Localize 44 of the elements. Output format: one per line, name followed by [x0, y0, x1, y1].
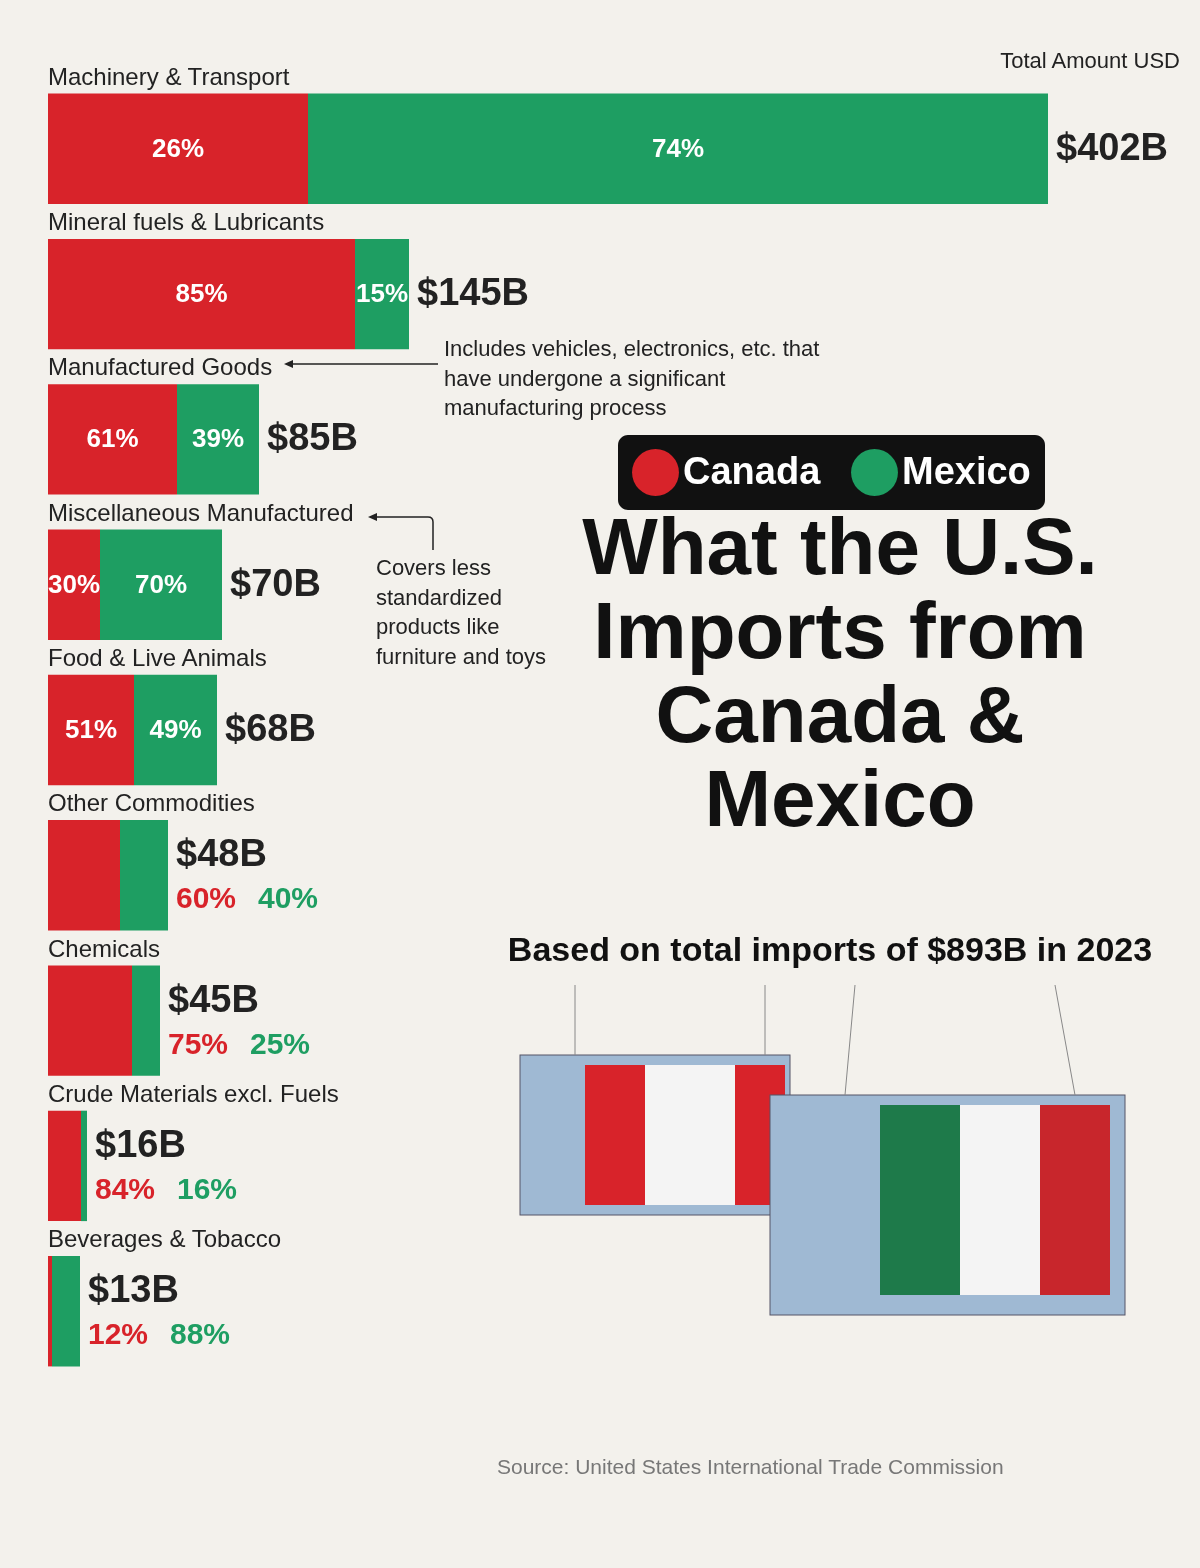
- annotation: Covers less standardized products like furniture and toys: [376, 554, 547, 672]
- y-tick-label: Mineral fuels & Lubricants: [48, 208, 325, 236]
- annotation: $48B: [176, 832, 267, 875]
- annotation: 85%: [175, 278, 228, 309]
- text: What the U.S. Imports from Canada & Mexico: [582, 502, 1098, 843]
- annotation: 39%: [191, 423, 245, 454]
- text: Based on total imports of $893B in 2023: [506, 930, 1154, 969]
- annotation: $85B: [267, 416, 358, 459]
- annotation: $13B: [88, 1268, 179, 1311]
- y-tick-label: Chemicals: [48, 934, 161, 962]
- y-tick-label: Machinery & Transport: [48, 62, 290, 90]
- annotation: 49%: [149, 714, 202, 744]
- annotation: 60%: [176, 881, 237, 915]
- y-tick-label: Manufactured Goods: [48, 353, 273, 381]
- annotation: 16%: [177, 1171, 238, 1205]
- y-tick-label: Beverages & Tobacco: [48, 1225, 282, 1253]
- annotation: 40%: [258, 881, 319, 915]
- text: 12%: [88, 1317, 149, 1351]
- annotation: Includes vehicles, electronics, etc. that have undergone a significant manufacturing process: [444, 335, 821, 423]
- annotation: 75%: [168, 1026, 229, 1060]
- annotation: $70B: [230, 561, 321, 604]
- y-tick-label: Other Commodities: [48, 789, 255, 817]
- text: 88%: [170, 1317, 231, 1351]
- annotation: $68B: [225, 707, 316, 749]
- annotation: 84%: [95, 1171, 156, 1205]
- annotation: $45B: [168, 977, 259, 1020]
- legend-label: Canada: [683, 449, 822, 492]
- annotation: 30%: [47, 568, 101, 599]
- source-note: Source: United States International Trade Commission: [497, 1454, 1005, 1480]
- y-tick-label: Crude Materials excl. Fuels: [48, 1079, 339, 1107]
- annotation: $16B: [95, 1122, 186, 1165]
- annotation: 74%: [651, 132, 705, 163]
- text: $402B: [1056, 125, 1168, 168]
- annotation: 51%: [64, 714, 118, 744]
- y-tick-label: Food & Live Animals: [48, 644, 267, 671]
- annotation: 15%: [355, 278, 409, 309]
- annotation: Total Amount USD: [999, 47, 1180, 75]
- annotation: 26%: [151, 132, 205, 163]
- annotation: 25%: [250, 1026, 311, 1060]
- annotation: 61%: [86, 423, 139, 454]
- legend-label: Mexico: [902, 449, 1031, 492]
- y-tick-label: Miscellaneous Manufactured: [48, 498, 354, 526]
- annotation: $145B: [417, 271, 529, 314]
- annotation: 70%: [134, 568, 188, 599]
